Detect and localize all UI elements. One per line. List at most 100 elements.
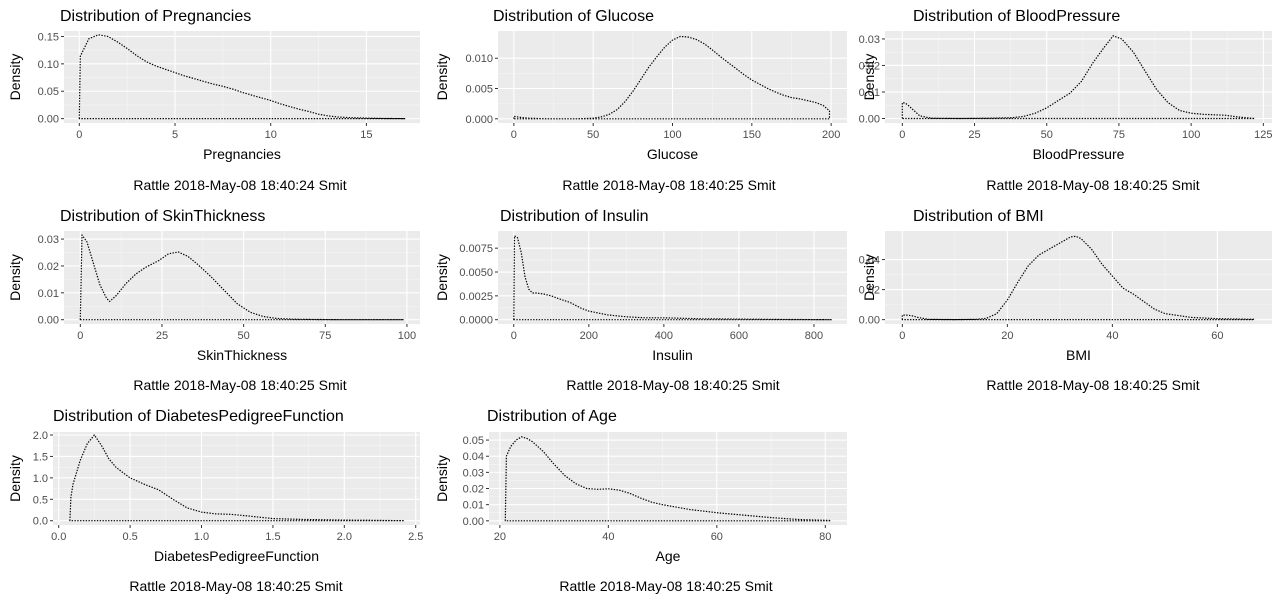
x-tick-label: 20 <box>1001 330 1013 342</box>
x-tick-label: 0.0 <box>51 531 66 543</box>
x-tick-label: 25 <box>968 129 980 141</box>
plot-panel-background <box>885 31 1272 123</box>
x-tick-label: 20 <box>494 531 506 543</box>
y-tick-label: 0.00 <box>859 315 880 327</box>
chart-caption: Rattle 2018-May-08 18:40:24 Smit <box>133 177 346 193</box>
y-axis-label: Density <box>434 455 450 502</box>
y-axis-label: Density <box>7 455 23 502</box>
x-tick-label: 1.5 <box>265 531 280 543</box>
x-tick-label: 60 <box>711 531 723 543</box>
x-axis-label: Pregnancies <box>203 146 281 162</box>
y-tick-label: 0.05 <box>463 435 484 447</box>
x-axis-label: Age <box>656 548 681 564</box>
chart-panel: 0.000 0.005 0.010 0 50 100 150 200 Distribution … <box>434 8 847 193</box>
x-tick-label: 100 <box>663 129 681 141</box>
y-tick-label: 0.01 <box>38 288 59 300</box>
x-tick-label: 40 <box>602 531 614 543</box>
y-tick-label: 0.03 <box>38 234 59 246</box>
chart-panel: 0.00 0.05 0.10 0.15 0 5 10 15 Distribution of Pr… <box>7 8 420 193</box>
chart-panel: 0.00 0.02 0.04 0 20 40 60 Distribution of BMI BM… <box>859 208 1272 393</box>
x-axis-label: SkinThickness <box>197 347 287 363</box>
chart-caption: Rattle 2018-May-08 18:40:25 Smit <box>986 377 1199 393</box>
chart-caption: Rattle 2018-May-08 18:40:25 Smit <box>129 578 342 594</box>
y-tick-label: 0.02 <box>463 484 484 496</box>
y-axis-label: Density <box>434 254 450 301</box>
density-curve <box>78 34 406 120</box>
plot-panel-background <box>885 231 1272 324</box>
chart-caption: Rattle 2018-May-08 18:40:25 Smit <box>133 377 346 393</box>
y-axis-label: Density <box>434 54 450 101</box>
x-tick-label: 50 <box>238 330 250 342</box>
x-tick-label: 125 <box>1254 129 1272 141</box>
x-tick-label: 60 <box>1211 330 1223 342</box>
x-tick-label: 2.5 <box>408 531 423 543</box>
x-tick-label: 200 <box>580 330 598 342</box>
y-tick-label: 0.10 <box>38 59 59 71</box>
x-tick-label: 0 <box>899 129 905 141</box>
density-curve <box>69 434 405 522</box>
chart-panel: 0.00 0.01 0.02 0.03 0 25 50 75 100 125 Distributio… <box>859 8 1273 193</box>
density-curve <box>79 234 405 321</box>
chart-title: Distribution of BloodPressure <box>913 8 1120 25</box>
density-curve <box>901 235 1255 321</box>
y-tick-label: 0.02 <box>859 285 880 297</box>
x-tick-label: 5 <box>172 129 178 141</box>
chart-title: Distribution of Pregnancies <box>60 8 251 25</box>
chart-caption: Rattle 2018-May-08 18:40:25 Smit <box>559 578 772 594</box>
density-curve <box>513 235 832 321</box>
chart-panel: 0.00 0.01 0.02 0.03 0.04 0.05 20 40 60 80 Distribu… <box>434 408 847 594</box>
density-curve <box>513 35 831 120</box>
x-tick-label: 150 <box>743 129 761 141</box>
chart-caption: Rattle 2018-May-08 18:40:25 Smit <box>562 177 775 193</box>
x-tick-label: 400 <box>655 330 673 342</box>
x-tick-label: 0 <box>511 129 517 141</box>
y-tick-label: 0.04 <box>859 255 880 267</box>
y-tick-label: 0.15 <box>38 31 59 43</box>
x-axis-label: Insulin <box>652 347 692 363</box>
x-tick-label: 0 <box>511 330 517 342</box>
y-tick-label: 0.005 <box>465 84 493 96</box>
y-tick-label: 0.010 <box>465 53 493 65</box>
x-tick-label: 75 <box>1113 129 1125 141</box>
y-tick-label: 0.01 <box>859 87 880 99</box>
plot-panel-background <box>64 231 420 324</box>
x-tick-label: 10 <box>265 129 277 141</box>
x-tick-label: 75 <box>319 330 331 342</box>
x-tick-label: 100 <box>1182 129 1200 141</box>
y-tick-label: 0.0025 <box>459 291 493 303</box>
x-axis-label: Glucose <box>647 146 699 162</box>
density-curve <box>504 436 832 522</box>
plot-panel-background <box>64 31 420 123</box>
chart-caption: Rattle 2018-May-08 18:40:25 Smit <box>566 377 779 393</box>
x-tick-label: 80 <box>819 531 831 543</box>
y-axis-label: Density <box>7 254 23 301</box>
y-tick-label: 0.00 <box>463 516 484 528</box>
y-tick-label: 1.0 <box>33 473 48 485</box>
x-tick-label: 15 <box>360 129 372 141</box>
x-tick-label: 0 <box>77 330 83 342</box>
y-tick-label: 0.000 <box>465 114 493 126</box>
y-tick-label: 0.01 <box>463 500 484 512</box>
x-tick-label: 50 <box>587 129 599 141</box>
x-tick-label: 0 <box>76 129 82 141</box>
chart-caption: Rattle 2018-May-08 18:40:25 Smit <box>986 177 1199 193</box>
chart-panel: 0.00 0.01 0.02 0.03 0 25 50 75 100 Distribution o… <box>7 208 420 393</box>
y-tick-label: 0.0 <box>33 516 48 528</box>
y-tick-label: 1.5 <box>33 451 48 463</box>
y-tick-label: 0.0050 <box>459 267 493 279</box>
x-tick-label: 600 <box>730 330 748 342</box>
x-axis-label: BMI <box>1066 347 1091 363</box>
x-tick-label: 1.0 <box>194 531 209 543</box>
x-tick-label: 200 <box>822 129 840 141</box>
x-tick-label: 40 <box>1106 330 1118 342</box>
plot-panel-background <box>53 432 420 525</box>
y-tick-label: 0.00 <box>859 113 880 125</box>
x-tick-label: 800 <box>805 330 823 342</box>
x-tick-label: 2.0 <box>337 531 352 543</box>
chart-panel: 0.0 0.5 1.0 1.5 2.0 0.0 0.5 1.0 1.5 2.0 2.5 Distrib… <box>7 408 423 594</box>
y-tick-label: 0.0075 <box>459 243 493 255</box>
chart-title: Distribution of Age <box>487 408 617 425</box>
y-axis-label: Density <box>861 254 877 301</box>
y-tick-label: 0.04 <box>463 451 484 463</box>
